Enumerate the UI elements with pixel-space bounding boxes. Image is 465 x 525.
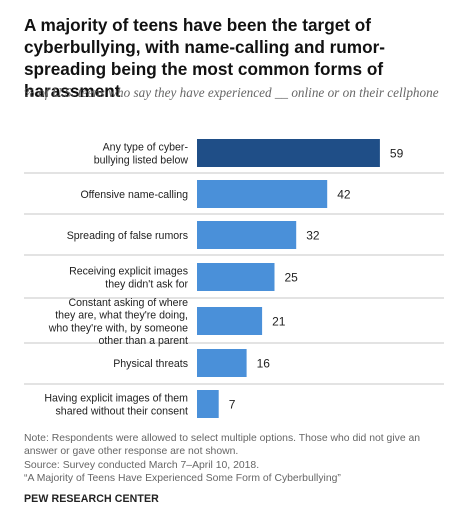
chart-subtitle: % of U.S. teens who say they have experi… [24,85,439,100]
bar [197,349,247,377]
bar [197,180,328,208]
category-label: Spreading of false rumors [67,230,188,242]
bar-chart: 59 Any type of cyber-bullying listed belo… [24,139,444,418]
bar [197,221,297,249]
chart-title: A majority of teens have been the target… [24,15,385,101]
organization-name: PEW RESEARCH CENTER [24,493,159,505]
report-title: “A Majority of Teens Have Experienced So… [24,473,341,485]
value-label: 21 [272,315,286,329]
value-label: 42 [337,188,351,202]
value-label: 25 [285,271,299,285]
category-label: Having explicit images of them shared wit… [44,393,188,418]
bar [197,139,380,167]
bar [197,263,275,291]
note-text: Note: Respondents were allowed to select… [24,433,421,458]
value-label: 7 [229,398,236,412]
category-label: Receiving explicit images they didn't ask… [69,266,188,291]
chart-notes: Note: Respondents were allowed to select… [24,432,449,486]
bar [197,390,219,418]
category-label: Physical threats [113,358,188,370]
category-label: Offensive name-calling [80,189,188,201]
category-label: Any type of cyber-bullying listed below [94,142,189,167]
bar [197,307,263,335]
source-text: Source: Survey conducted March 7–April 1… [24,459,260,471]
value-label: 59 [390,147,404,161]
value-label: 32 [306,229,320,243]
value-label: 16 [257,357,271,371]
category-label: Constant asking of where they are, what t… [48,297,188,347]
